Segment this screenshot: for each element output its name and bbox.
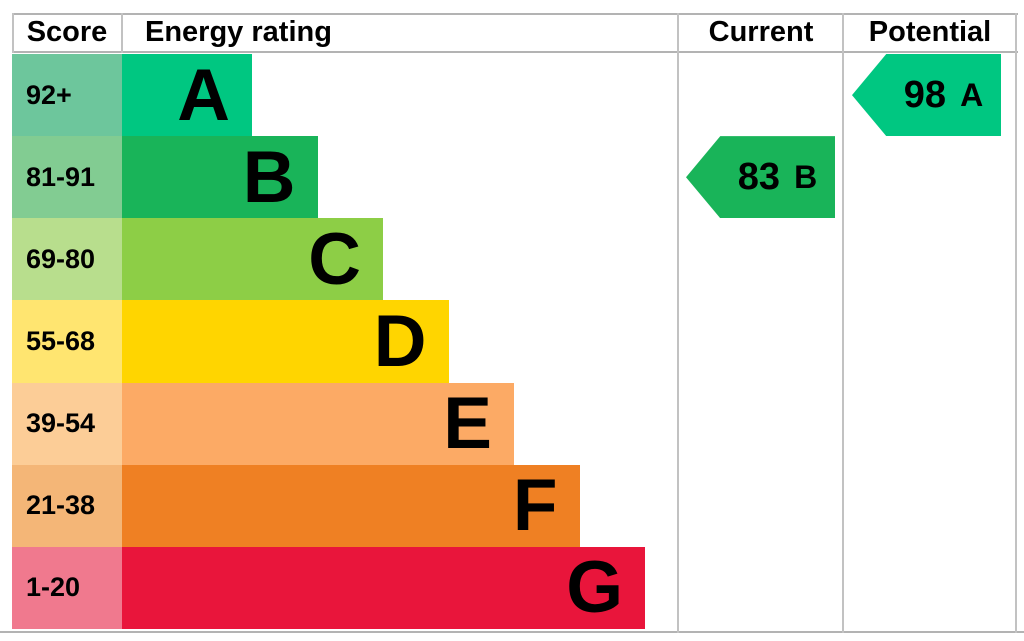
score-header-divider xyxy=(121,13,123,53)
chart-bottom-border xyxy=(0,631,1024,633)
band-letter: A xyxy=(177,54,230,136)
header-left-divider xyxy=(12,13,14,53)
band-bar: B xyxy=(122,136,318,219)
potential-rating-arrow: 98 A xyxy=(852,54,1001,137)
current-rating-arrow: 83 B xyxy=(686,136,835,219)
band-bar: A xyxy=(122,54,252,137)
current-column-header: Current xyxy=(708,16,814,48)
band-bar: D xyxy=(122,300,449,383)
potential-column-divider xyxy=(842,13,844,633)
energy-rating-column-header: Energy rating xyxy=(145,16,332,48)
score-column-header: Score xyxy=(26,16,108,48)
band-score-cell: 81-91 xyxy=(12,136,122,219)
potential-rating-band-letter: A xyxy=(960,77,984,114)
band-letter: F xyxy=(512,465,558,547)
band-bar: E xyxy=(122,382,514,465)
band-bar: G xyxy=(122,546,645,629)
header-underline xyxy=(12,51,1018,53)
band-letter: D xyxy=(373,300,427,382)
band-row: 92+ A xyxy=(12,54,252,137)
band-letter: G xyxy=(566,547,623,629)
current-rating-band-letter: B xyxy=(794,159,818,196)
band-row: 55-68 D xyxy=(12,300,449,383)
band-letter: B xyxy=(242,136,296,218)
potential-rating-value: 98 xyxy=(903,74,947,117)
band-letter: E xyxy=(443,383,492,465)
chart-top-border xyxy=(12,13,1018,15)
current-rating-value: 83 xyxy=(737,156,781,199)
band-score-cell: 21-38 xyxy=(12,464,122,547)
band-letter: C xyxy=(308,218,361,300)
band-score-cell: 1-20 xyxy=(12,546,122,629)
band-bar: C xyxy=(122,218,383,301)
current-column-divider xyxy=(677,13,679,633)
band-row: 21-38 F xyxy=(12,464,580,547)
band-row: 1-20 G xyxy=(12,546,645,629)
band-score-cell: 39-54 xyxy=(12,382,122,465)
band-score-cell: 92+ xyxy=(12,54,122,137)
band-row: 81-91 B xyxy=(12,136,318,219)
band-score-cell: 69-80 xyxy=(12,218,122,301)
band-row: 69-80 C xyxy=(12,218,383,301)
chart-right-border xyxy=(1015,13,1017,633)
band-row: 39-54 E xyxy=(12,382,514,465)
band-score-cell: 55-68 xyxy=(12,300,122,383)
potential-column-header: Potential xyxy=(868,16,992,48)
band-bar: F xyxy=(122,464,580,547)
